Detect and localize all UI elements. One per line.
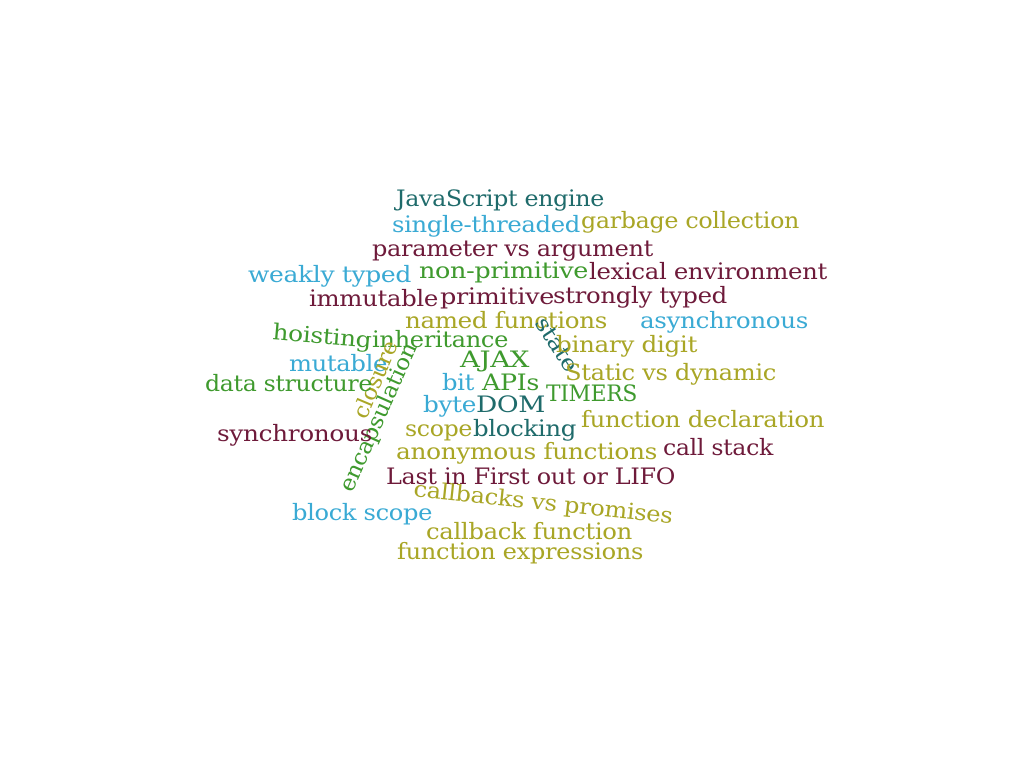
word-non-primitive: non-primitive: [419, 259, 589, 284]
word-weakly-typed: weakly typed: [248, 263, 412, 288]
word-blocking: blocking: [473, 417, 577, 442]
word-single-threaded: single-threaded: [392, 213, 580, 238]
word-ajax: AJAX: [460, 348, 529, 373]
word-javascript-engine: JavaScript engine: [396, 187, 604, 212]
word-inheritance: inheritance: [372, 328, 509, 353]
word-block-scope: block scope: [292, 501, 433, 526]
word-garbage-collection: garbage collection: [581, 209, 800, 234]
word-lifo: Last in First out or LIFO: [386, 465, 675, 490]
word-data-structure: data structure: [205, 372, 373, 397]
word-asynchronous: asynchronous: [640, 309, 808, 334]
word-byte: byte: [423, 393, 476, 418]
word-binary-digit: binary digit: [556, 333, 698, 358]
word-callback-function: callback function: [426, 520, 632, 545]
word-dom: DOM: [476, 393, 546, 418]
word-mutable: mutable: [289, 352, 388, 377]
word-function-expressions: function expressions: [397, 540, 644, 565]
word-hoisting: hoisting: [271, 320, 373, 354]
word-call-stack: call stack: [663, 436, 773, 461]
word-anonymous-functions: anonymous functions: [396, 440, 657, 465]
word-synchronous: synchronous: [217, 422, 372, 447]
word-apis: APIs: [482, 371, 540, 396]
word-static-vs-dynamic: Static vs dynamic: [565, 361, 777, 386]
word-immutable: immutable: [309, 287, 439, 312]
word-named-functions: named functions: [405, 309, 607, 334]
word-lexical-environment: lexical environment: [589, 260, 827, 285]
word-timers: TIMERS: [546, 382, 637, 407]
word-parameter-vs-argument: parameter vs argument: [372, 237, 653, 262]
word-strongly-typed: strongly typed: [553, 284, 727, 309]
word-scope: scope: [405, 417, 473, 442]
word-primitive: primitive: [440, 285, 554, 310]
word-function-declaration: function declaration: [581, 408, 825, 433]
word-bit: bit: [442, 371, 474, 396]
